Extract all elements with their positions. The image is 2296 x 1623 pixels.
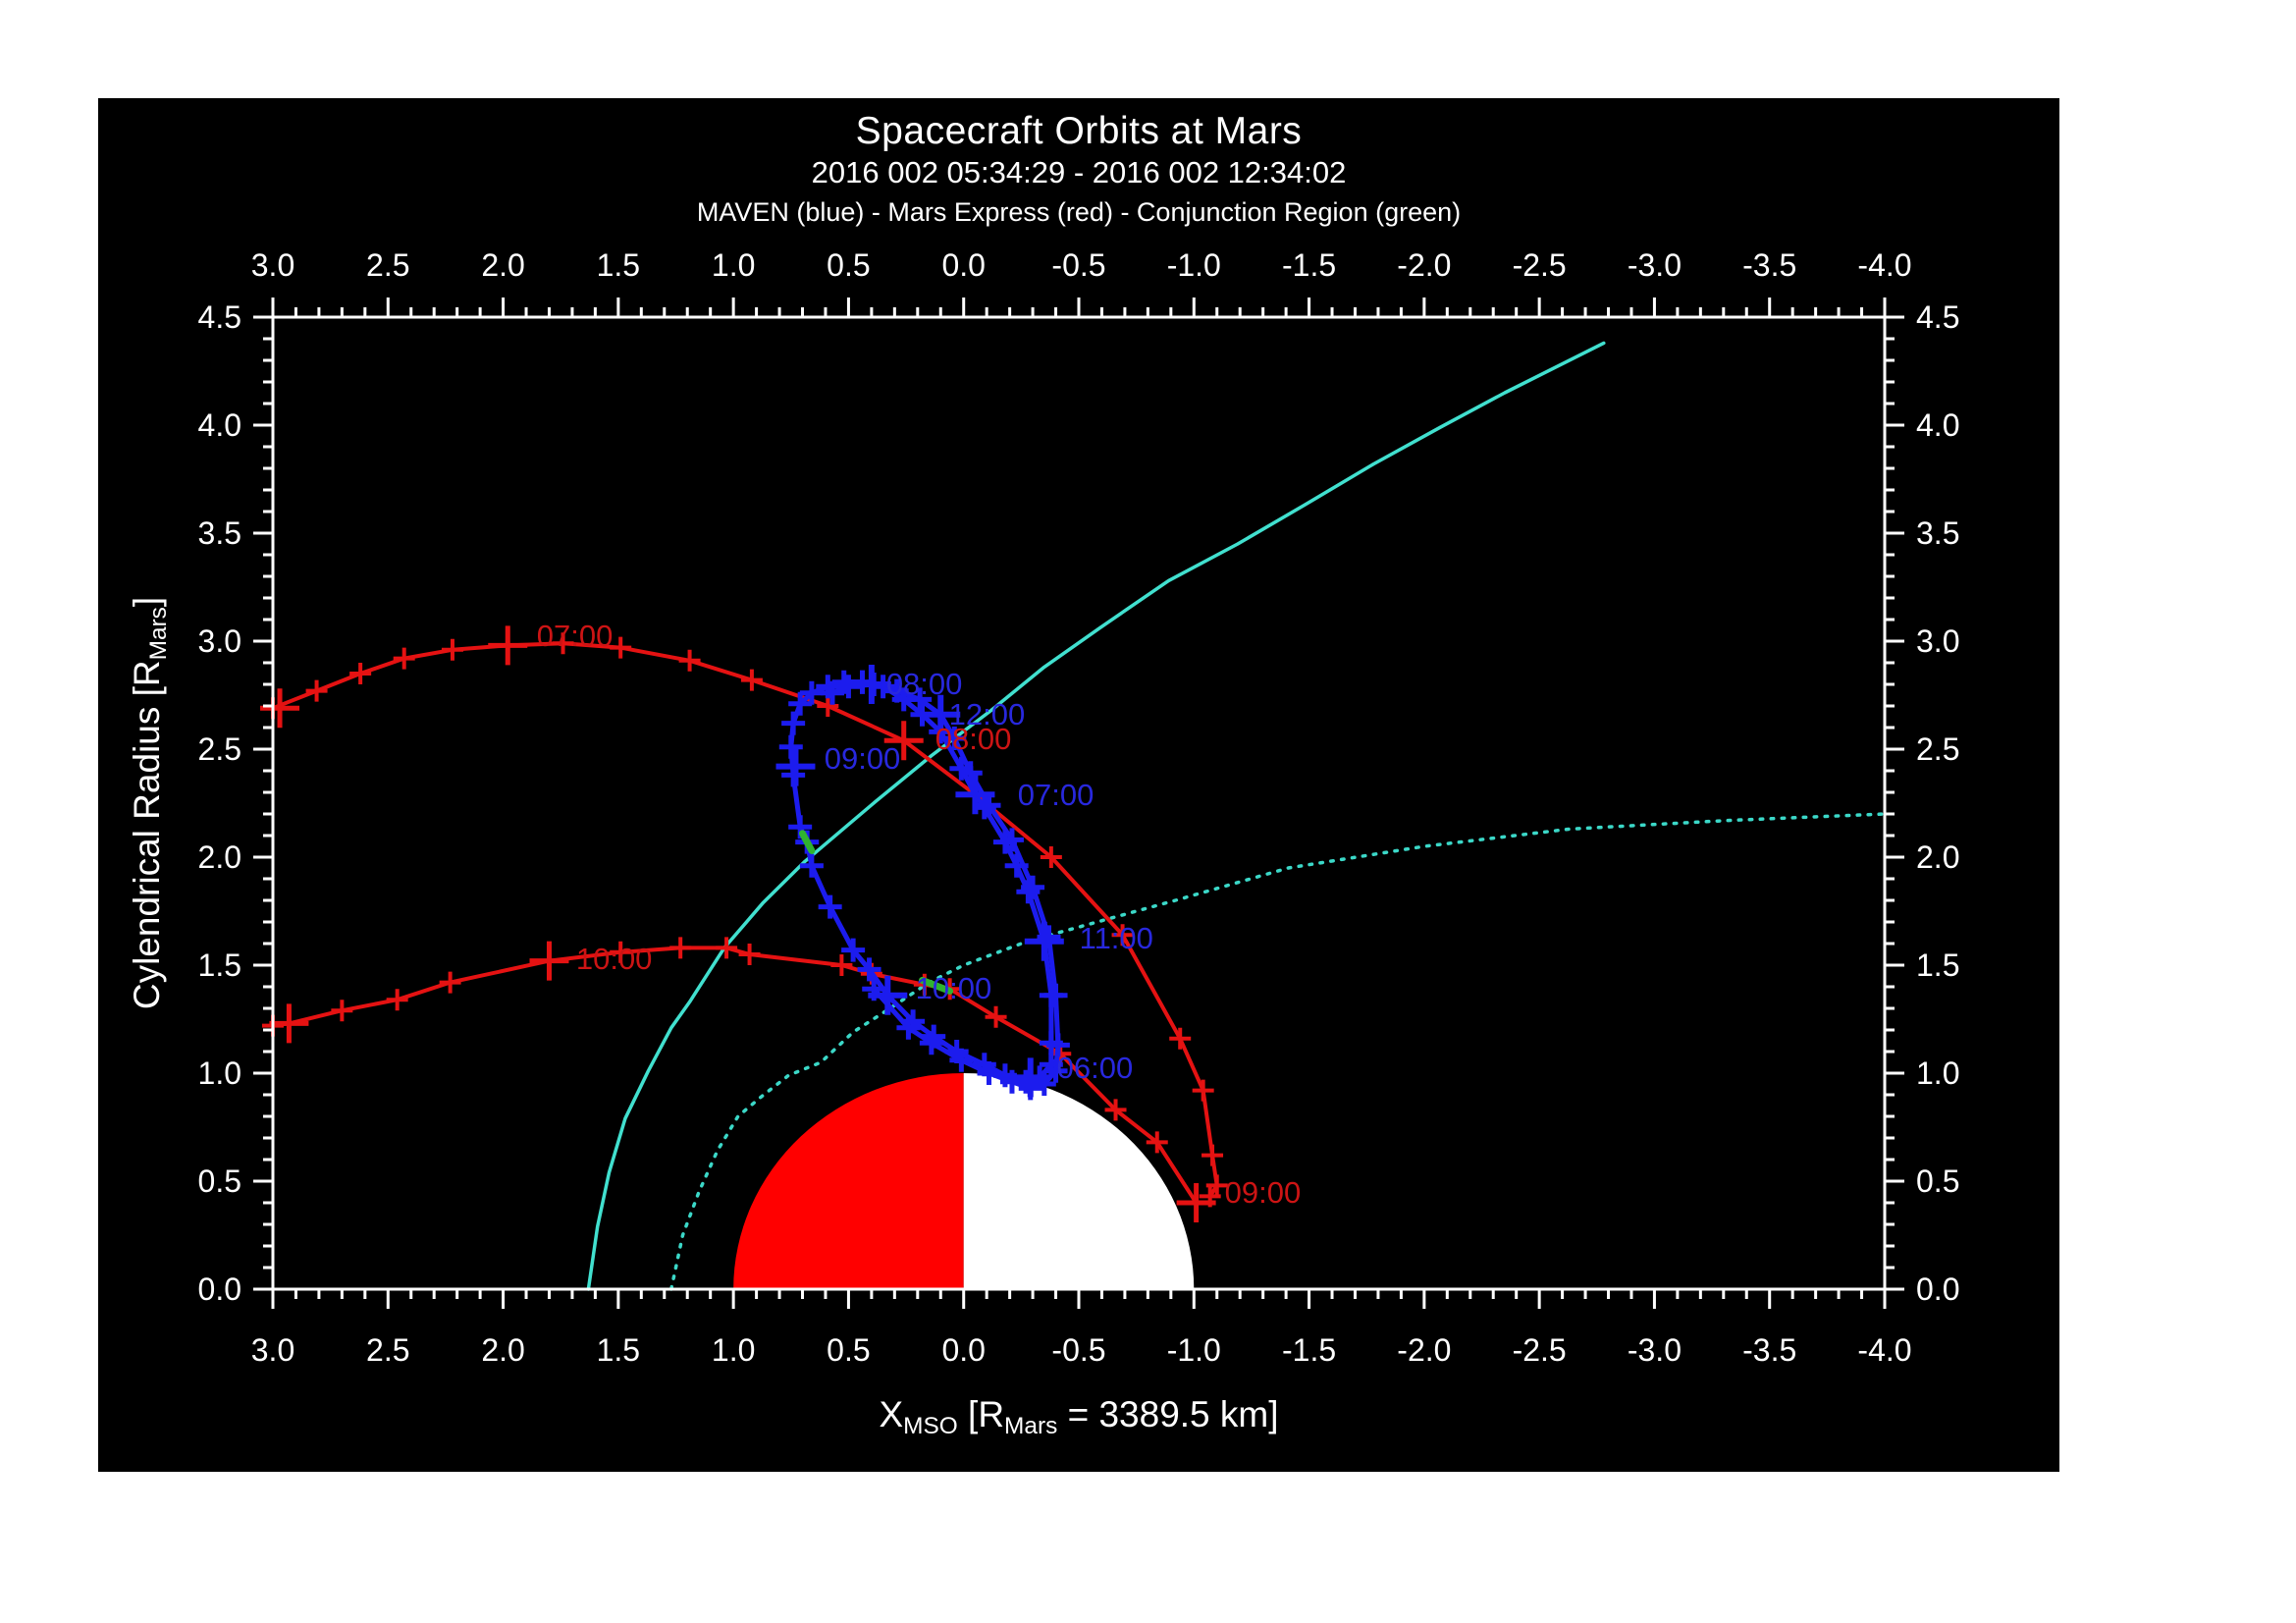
time-label-mars-express-track: 10:00 bbox=[576, 942, 653, 976]
x-tick-top: 1.5 bbox=[597, 247, 640, 283]
x-tick-bottom: -2.5 bbox=[1513, 1332, 1567, 1368]
x-tick-bottom: -3.0 bbox=[1628, 1332, 1682, 1368]
y-tick-right: 1.5 bbox=[1916, 947, 1959, 983]
x-tick-bottom: 2.0 bbox=[481, 1332, 524, 1368]
x-tick-top: -1.5 bbox=[1282, 247, 1336, 283]
axes-frame bbox=[253, 298, 1904, 1309]
x-tick-bottom: -4.0 bbox=[1857, 1332, 1911, 1368]
x-tick-top: 3.0 bbox=[251, 247, 294, 283]
series-mpb-boundary-dotted bbox=[669, 812, 1887, 1291]
y-tick-right: 3.0 bbox=[1916, 623, 1959, 659]
time-label-maven-track: 11:00 bbox=[1080, 921, 1153, 955]
time-label-maven-track: 09:00 bbox=[825, 741, 901, 776]
x-tick-top: 2.5 bbox=[366, 247, 409, 283]
time-label-maven-track: 06:00 bbox=[1057, 1051, 1134, 1085]
tick-labels: 3.0 3.0 2.5 2.5 2.0 2.0 1.5 1.5 1.0 1.0 0.5 0.5 0.0 0… bbox=[198, 247, 1960, 1368]
y-tick-left: 2.0 bbox=[198, 839, 241, 875]
x-tick-top: 0.5 bbox=[827, 247, 870, 283]
y-tick-right: 3.5 bbox=[1916, 515, 1959, 551]
y-tick-right: 4.5 bbox=[1916, 299, 1959, 335]
x-tick-top: -0.5 bbox=[1051, 247, 1105, 283]
y-tick-left: 4.0 bbox=[198, 407, 241, 443]
page-title: Spacecraft Orbits at Mars bbox=[855, 110, 1303, 152]
y-tick-right: 4.0 bbox=[1916, 407, 1959, 443]
x-tick-bottom: -3.5 bbox=[1742, 1332, 1796, 1368]
x-axis-title: XMSO [RMars = 3389.5 km] bbox=[879, 1394, 1279, 1439]
time-label-maven-track: 08:00 bbox=[886, 667, 963, 701]
y-tick-left: 1.0 bbox=[198, 1055, 241, 1091]
y-axis-title: Cylendrical Radius [RMars] bbox=[127, 596, 172, 1010]
x-tick-bottom: -0.5 bbox=[1051, 1332, 1105, 1368]
y-tick-right: 2.0 bbox=[1916, 839, 1959, 875]
mars-disk bbox=[733, 1073, 1195, 1289]
y-tick-left: 4.5 bbox=[198, 299, 241, 335]
time-label-maven-track: 12:00 bbox=[949, 697, 1026, 731]
x-tick-bottom: 2.5 bbox=[366, 1332, 409, 1368]
x-tick-top: -2.0 bbox=[1397, 247, 1451, 283]
y-tick-left: 1.5 bbox=[198, 947, 241, 983]
x-tick-top: -3.0 bbox=[1628, 247, 1682, 283]
y-tick-right: 0.5 bbox=[1916, 1163, 1959, 1199]
x-tick-bottom: 3.0 bbox=[251, 1332, 294, 1368]
x-tick-bottom: -1.5 bbox=[1282, 1332, 1336, 1368]
legend-line: MAVEN (blue) - Mars Express (red) - Conj… bbox=[696, 197, 1462, 227]
y-tick-right: 2.5 bbox=[1916, 731, 1959, 767]
series-bow-shock-solid bbox=[586, 341, 1606, 1291]
time-label-maven-track: 10:00 bbox=[916, 971, 992, 1005]
y-tick-left: 0.0 bbox=[198, 1271, 241, 1307]
time-labels: 07:0008:0009:0010:0006:0007:0008:0009:00… bbox=[537, 619, 1301, 1210]
mars-nightside-half bbox=[963, 1073, 1195, 1289]
time-label-mars-express-track: 07:00 bbox=[537, 619, 614, 653]
y-tick-left: 3.5 bbox=[198, 515, 241, 551]
x-tick-bottom: -2.0 bbox=[1397, 1332, 1451, 1368]
x-tick-top: 2.0 bbox=[481, 247, 524, 283]
y-tick-right: 0.0 bbox=[1916, 1271, 1959, 1307]
time-range-subtitle: 2016 002 05:34:29 - 2016 002 12:34:02 bbox=[811, 155, 1347, 189]
x-tick-bottom: 1.0 bbox=[712, 1332, 755, 1368]
x-tick-bottom: 1.5 bbox=[597, 1332, 640, 1368]
time-label-maven-track: 07:00 bbox=[1018, 778, 1095, 812]
x-tick-top: 0.0 bbox=[941, 247, 985, 283]
x-tick-top: -4.0 bbox=[1857, 247, 1911, 283]
y-tick-left: 3.0 bbox=[198, 623, 241, 659]
time-label-mars-express-track: 09:00 bbox=[1225, 1175, 1302, 1210]
x-tick-bottom: -1.0 bbox=[1167, 1332, 1221, 1368]
x-tick-top: -3.5 bbox=[1742, 247, 1796, 283]
y-tick-left: 0.5 bbox=[198, 1163, 241, 1199]
x-tick-top: -2.5 bbox=[1513, 247, 1567, 283]
x-tick-bottom: 0.5 bbox=[827, 1332, 870, 1368]
x-tick-bottom: 0.0 bbox=[941, 1332, 985, 1368]
y-tick-right: 1.0 bbox=[1916, 1055, 1959, 1091]
time-label-mars-express-track: 08:00 bbox=[935, 722, 1012, 756]
mars-dayside-half bbox=[733, 1073, 964, 1289]
y-tick-left: 2.5 bbox=[198, 731, 241, 767]
x-tick-top: 1.0 bbox=[712, 247, 755, 283]
x-tick-top: -1.0 bbox=[1167, 247, 1221, 283]
series-conjunction-region bbox=[799, 830, 954, 995]
